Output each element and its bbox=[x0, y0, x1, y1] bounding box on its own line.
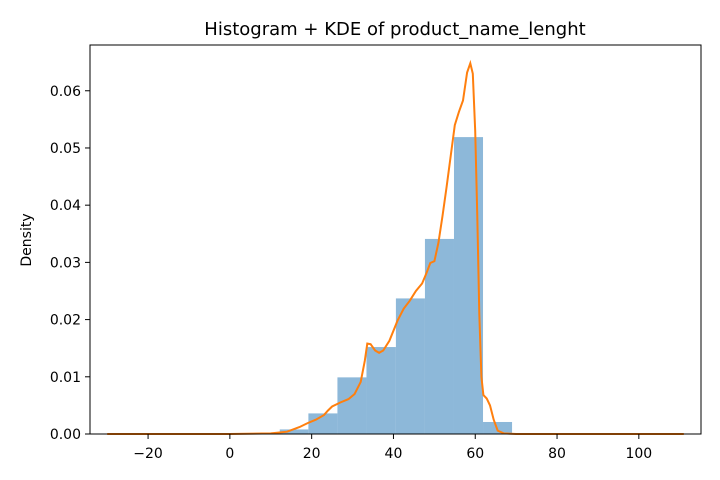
y-tick-label: 0.00 bbox=[50, 427, 81, 443]
x-tick-label: 80 bbox=[548, 446, 566, 462]
histogram-bar bbox=[308, 413, 338, 434]
y-tick-label: 0.01 bbox=[50, 370, 81, 386]
histogram-bar bbox=[337, 377, 367, 434]
y-tick-label: 0.05 bbox=[50, 141, 81, 157]
histogram-bar bbox=[366, 347, 396, 434]
x-axis-ticks: −20 0 20 40 60 80 100 bbox=[133, 434, 652, 462]
x-tick-label: 40 bbox=[385, 446, 403, 462]
x-tick-label: 60 bbox=[466, 446, 484, 462]
kde-curve-group bbox=[107, 59, 684, 435]
kde-curve bbox=[107, 59, 684, 435]
chart-title: Histogram + KDE of product_name_lenght bbox=[204, 19, 585, 40]
x-tick-label: 100 bbox=[625, 446, 652, 462]
y-tick-label: 0.02 bbox=[50, 313, 81, 329]
histogram-bar bbox=[279, 429, 309, 434]
x-tick-label: 0 bbox=[225, 446, 234, 462]
x-tick-label: −20 bbox=[133, 446, 163, 462]
histogram-bar bbox=[424, 238, 454, 434]
y-axis-label: Density bbox=[19, 213, 35, 266]
plot-frame bbox=[89, 44, 702, 435]
y-tick-label: 0.03 bbox=[50, 255, 81, 271]
y-axis-ticks: 0.00 0.01 0.02 0.03 0.04 0.05 0.06 bbox=[50, 84, 90, 443]
histogram-bars bbox=[279, 137, 513, 434]
x-tick-label: 20 bbox=[303, 446, 321, 462]
histogram-bar bbox=[395, 298, 425, 434]
y-tick-label: 0.04 bbox=[50, 198, 81, 214]
y-tick-label: 0.06 bbox=[50, 84, 81, 100]
